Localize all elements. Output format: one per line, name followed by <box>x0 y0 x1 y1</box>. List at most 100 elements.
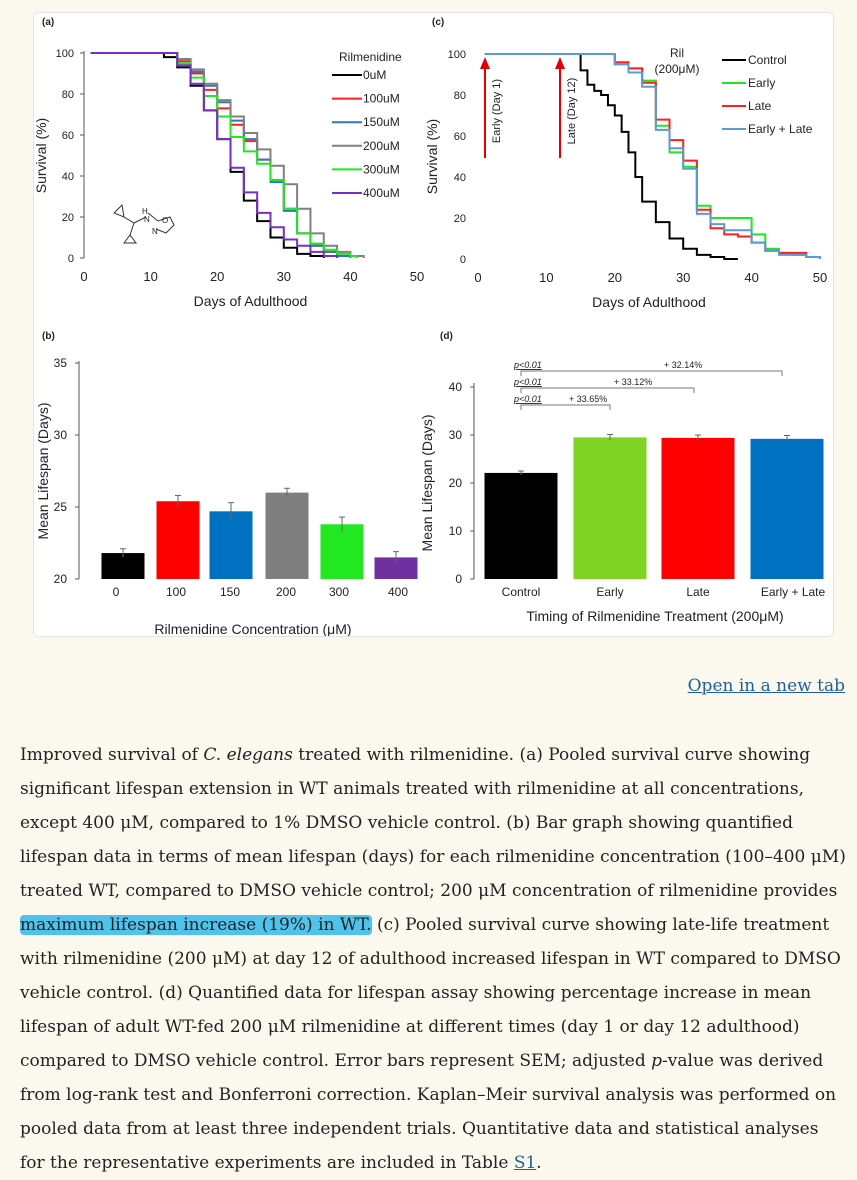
d-pvalue-label: p<0.01 <box>513 360 542 370</box>
b-bar-300 <box>320 524 364 579</box>
a-ylabel: Survival (%) <box>34 118 49 193</box>
c-ytick-label: 20 <box>454 213 466 225</box>
caption-text: -value was derived from log-rank test an… <box>20 1051 837 1173</box>
rilmenidine-structure <box>113 203 175 244</box>
c-legend-title-line2: (200μM) <box>655 62 700 76</box>
b-bar-150 <box>209 511 253 579</box>
d-xtick-label: Late <box>686 585 710 599</box>
a-legend-label-400uM: 400uM <box>363 186 400 200</box>
a-ytick-label: 40 <box>62 171 74 183</box>
d-xtick-label: Early <box>596 585 623 599</box>
d-ytick-label: 20 <box>449 476 463 490</box>
b-xtick-label: 100 <box>166 585 186 599</box>
a-legend-label-100uM: 100uM <box>363 92 400 106</box>
a-series-line-200uM <box>90 52 365 258</box>
c-ylabel: Survival (%) <box>424 119 440 194</box>
c-ytick-label: 40 <box>454 172 466 184</box>
c-ytick-label: 0 <box>460 254 466 266</box>
d-xtick-label: Early + Late <box>761 585 826 599</box>
a-ytick-label: 100 <box>56 48 74 60</box>
c-legend-label-Control: Control <box>748 53 787 67</box>
c-xlabel: Days of Adulthood <box>592 294 706 310</box>
d-ytick-label: 10 <box>449 524 463 538</box>
b-xtick-label: 150 <box>220 585 240 599</box>
a-ytick-label: 0 <box>68 253 74 265</box>
structure-atom-label: N <box>144 215 150 224</box>
a-xtick-label: 20 <box>210 269 224 284</box>
d-pvalue-label: p<0.01 <box>513 377 542 387</box>
a-ytick-label: 60 <box>62 130 74 142</box>
d-increase-label: + 32.14% <box>664 360 702 370</box>
c-xtick-label: 30 <box>676 270 690 285</box>
a-series-line-300uM <box>90 52 359 258</box>
b-ylabel: Mean Lifespan (Days) <box>35 403 51 540</box>
a-legend-label-150uM: 150uM <box>363 115 400 129</box>
c-ytick-label: 60 <box>454 131 466 143</box>
a-xtick-label: 40 <box>343 269 357 284</box>
d-bar-Early + Late <box>750 438 824 579</box>
c-legend-title-line1: Ril <box>670 46 684 60</box>
d-bar-Control <box>484 472 558 579</box>
panel-label-d: (d) <box>440 331 453 342</box>
c-arrowhead-0 <box>480 57 490 69</box>
d-pvalue-label: p<0.01 <box>513 394 542 404</box>
panel-label-b: (b) <box>42 331 55 342</box>
c-arrowhead-1 <box>555 57 565 69</box>
a-series-line-400uM <box>90 52 339 258</box>
structure-atom-label: O <box>162 216 168 225</box>
caption-text: Improved survival of <box>20 745 204 765</box>
caption-species: C. elegans <box>203 745 293 765</box>
c-ytick-label: 100 <box>448 49 466 61</box>
b-ytick-label: 25 <box>54 500 68 514</box>
b-xlabel: Rilmenidine Concentration (μM) <box>154 621 351 636</box>
c-xtick-label: 50 <box>813 270 827 285</box>
caption-p-italic: p <box>651 1051 663 1071</box>
d-xlabel: Timing of Rilmenidine Treatment (200μM) <box>526 608 783 624</box>
d-increase-label: + 33.65% <box>569 394 607 404</box>
a-xtick-label: 0 <box>80 269 87 284</box>
panel-label-c: (c) <box>432 17 444 28</box>
figure-panel: (a) 0 20 40 60 80 100 0 10 20 30 40 50 Days of Adulth… <box>33 12 834 637</box>
a-legend-label-300uM: 300uM <box>363 162 400 176</box>
structure-atom-label: H <box>142 207 148 216</box>
table-s1-link[interactable]: S1 <box>513 1153 537 1173</box>
b-xtick-label: 400 <box>388 585 408 599</box>
panel-label-a: (a) <box>42 17 54 28</box>
open-in-new-tab-link[interactable]: Open in a new tab <box>687 676 845 696</box>
c-legend-label-Early + Late: Early + Late <box>748 122 813 136</box>
figure-caption: Improved survival of C. elegans treated … <box>20 738 848 1180</box>
a-legend-label-0uM: 0uM <box>363 68 386 82</box>
c-xtick-label: 40 <box>744 270 758 285</box>
b-ytick-label: 30 <box>54 428 68 442</box>
d-ytick-label: 0 <box>455 572 462 586</box>
a-xtick-label: 50 <box>410 269 424 284</box>
a-xlabel: Days of Adulthood <box>194 293 308 309</box>
c-xtick-label: 10 <box>539 270 553 285</box>
a-legend-title: Rilmenidine <box>339 50 402 64</box>
d-ylabel: Mean Lifespan (Days) <box>419 415 435 552</box>
caption-highlight: maximum lifespan increase (19%) in WT. <box>20 915 372 935</box>
b-xtick-label: 200 <box>276 585 296 599</box>
a-legend-label-200uM: 200uM <box>363 139 400 153</box>
d-ytick-label: 40 <box>449 380 463 394</box>
caption-text: . <box>536 1153 542 1173</box>
c-series-line-Early + Late <box>484 53 821 259</box>
c-xtick-label: 20 <box>608 270 622 285</box>
b-xtick-label: 0 <box>113 585 120 599</box>
d-significance-bracket <box>520 370 783 376</box>
c-arrow-label-1: Late (Day 12) <box>566 78 578 145</box>
a-ytick-label: 80 <box>62 89 74 101</box>
d-ytick-label: 30 <box>449 428 463 442</box>
d-significance-bracket <box>520 404 611 410</box>
c-legend-label-Early: Early <box>748 76 775 90</box>
b-xtick-label: 300 <box>329 585 349 599</box>
d-bar-Early <box>573 437 647 579</box>
b-ytick-label: 35 <box>54 356 68 370</box>
a-ytick-label: 20 <box>62 212 74 224</box>
structure-atom-label: N <box>152 227 158 236</box>
b-bar-200 <box>265 492 309 579</box>
a-xtick-label: 10 <box>143 269 157 284</box>
c-legend-label-Late: Late <box>748 99 772 113</box>
caption-text: (c) Pooled survival curve showing late-l… <box>20 915 841 1071</box>
